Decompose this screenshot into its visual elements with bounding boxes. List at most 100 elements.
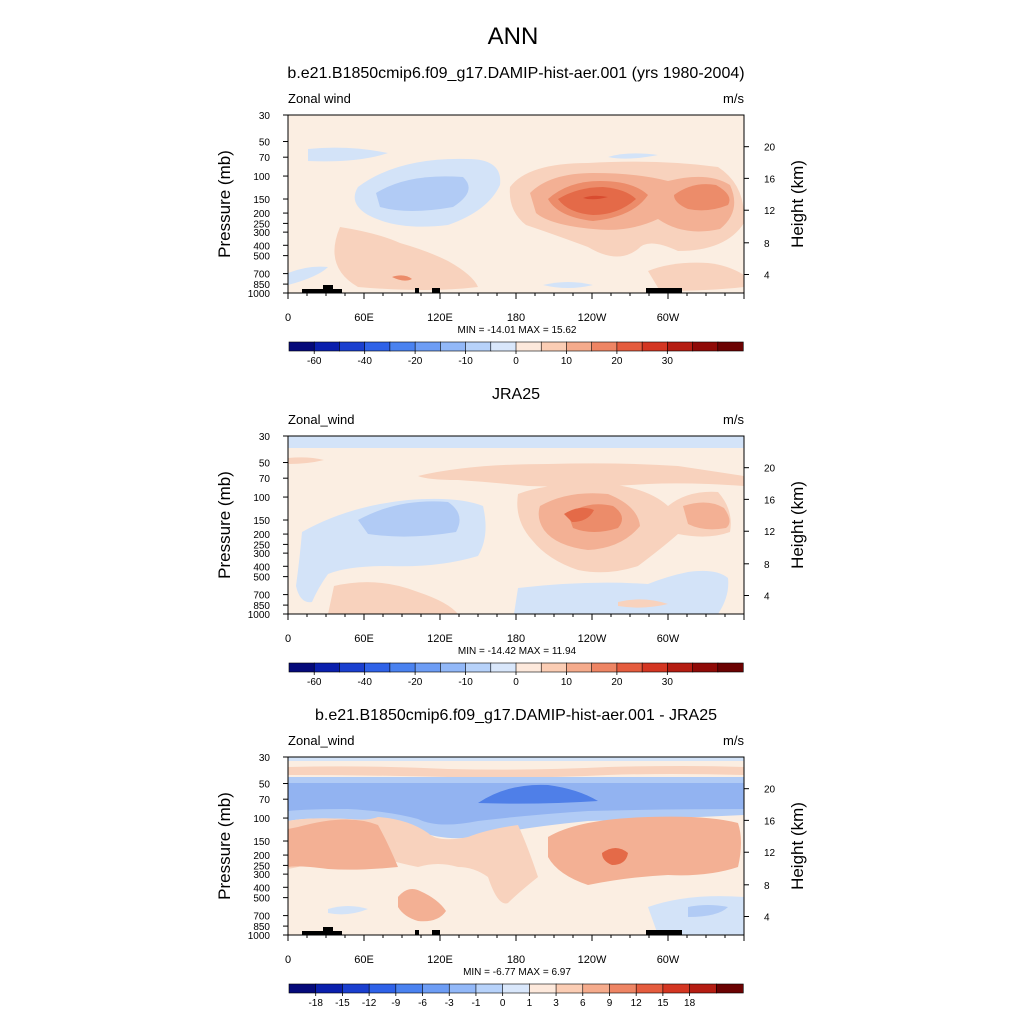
y-tick-label: 400 — [253, 241, 270, 252]
contour-region — [376, 176, 469, 211]
colorbar-label: 1 — [527, 998, 533, 1009]
colorbar-box — [339, 662, 366, 673]
right-axis-title: Height (km) — [788, 160, 807, 248]
contour-region — [608, 153, 658, 159]
colorbar-label: 18 — [684, 998, 696, 1009]
y-tick-label: 30 — [259, 432, 271, 443]
panel-units: m/s — [723, 412, 744, 427]
panel-title: JRA25 — [492, 386, 540, 403]
y-tick-label: 200 — [253, 530, 270, 541]
x-tick-label: 120E — [427, 633, 453, 645]
colorbar-box — [717, 662, 744, 673]
y-tick-label: 1000 — [248, 289, 271, 300]
colorbar-box — [692, 341, 719, 352]
colorbar-box — [490, 662, 517, 673]
contour-region — [564, 507, 594, 522]
x-tick-label: 180 — [507, 633, 525, 645]
colorbar-label: -60 — [307, 677, 322, 688]
contour-region — [288, 266, 328, 285]
height-tick-label: 12 — [764, 527, 776, 538]
x-tick-label: 0 — [285, 633, 291, 645]
contour-region — [302, 931, 342, 935]
colorbar-label: 9 — [607, 998, 613, 1009]
contour-region — [398, 889, 446, 922]
y-tick-label: 250 — [253, 861, 270, 872]
y-axis-title: Pressure (mb) — [215, 471, 234, 579]
y-tick-label: 400 — [253, 883, 270, 894]
colorbar-label: -20 — [408, 677, 423, 688]
colorbar-box — [422, 983, 450, 994]
colorbar-label: -1 — [471, 998, 480, 1009]
height-tick-label: 4 — [764, 591, 770, 602]
y-tick-label: 150 — [253, 837, 270, 848]
y-tick-label: 50 — [259, 780, 271, 791]
colorbar-label: -9 — [391, 998, 400, 1009]
colorbar-label: 20 — [611, 356, 623, 367]
y-tick-label: 150 — [253, 516, 270, 527]
colorbar-label: 0 — [513, 677, 519, 688]
x-tick-label: 60W — [657, 954, 680, 966]
contour-region — [328, 906, 368, 915]
colorbar-label: -3 — [445, 998, 454, 1009]
contour-region — [548, 816, 741, 885]
colorbar-box — [692, 662, 719, 673]
y-tick-label: 700 — [253, 912, 270, 923]
height-tick-label: 20 — [764, 785, 776, 796]
min-max-stats: MIN = -6.77 MAX = 6.97 — [463, 967, 571, 978]
y-tick-label: 400 — [253, 562, 270, 573]
x-tick-label: 120W — [578, 312, 607, 324]
y-tick-label: 300 — [253, 870, 270, 881]
contour-region — [323, 927, 333, 931]
panel-1: b.e21.B1850cmip6.f09_g17.DAMIP-hist-aer.… — [215, 65, 807, 367]
contour-region — [288, 457, 324, 464]
y-tick-label: 300 — [253, 228, 270, 239]
colorbar-box — [616, 662, 643, 673]
contour-region — [418, 463, 744, 487]
y-tick-label: 70 — [259, 795, 271, 806]
height-tick-label: 16 — [764, 174, 776, 185]
colorbar-box — [515, 662, 542, 673]
colorbar-box — [364, 341, 391, 352]
colorbar: -60 -40 -20 -10 0 10 20 30 — [288, 341, 744, 367]
colorbar-box — [667, 341, 694, 352]
contour-region — [646, 930, 682, 935]
contour-region — [334, 227, 478, 290]
height-tick-label: 16 — [764, 816, 776, 827]
colorbar-box — [389, 341, 416, 352]
colorbar-label: -10 — [458, 356, 473, 367]
colorbar-label: -6 — [418, 998, 427, 1009]
x-tick-label: 60E — [354, 954, 374, 966]
colorbar-label: -18 — [308, 998, 323, 1009]
colorbar-label: 15 — [657, 998, 669, 1009]
y-tick-label: 500 — [253, 573, 270, 584]
y-tick-label: 1000 — [248, 931, 271, 942]
x-tick-label: 60W — [657, 312, 680, 324]
colorbar: -18 -15 -12 -9 -6 -3 -1 0 1 3 6 9 12 15 18 — [288, 983, 744, 1009]
colorbar-label: 3 — [553, 998, 559, 1009]
x-tick-label: 60E — [354, 633, 374, 645]
contour-region — [648, 262, 744, 291]
y-tick-label: 200 — [253, 209, 270, 220]
colorbar-box — [364, 662, 391, 673]
contour-region — [688, 905, 728, 917]
contour-region — [558, 187, 636, 215]
right-axis-title: Height (km) — [788, 481, 807, 569]
colorbar-box — [465, 662, 492, 673]
colorbar-box — [342, 983, 370, 994]
y-tick-label: 70 — [259, 153, 271, 164]
colorbar-label: 10 — [561, 677, 573, 688]
colorbar-box — [641, 662, 668, 673]
colorbar-box — [515, 341, 542, 352]
right-axis-title: Height (km) — [788, 802, 807, 890]
panel-left-label: Zonal_wind — [288, 412, 355, 427]
height-tick-label: 4 — [764, 912, 770, 923]
colorbar-box — [414, 662, 441, 673]
colorbar-box — [288, 662, 315, 673]
colorbar-box — [540, 341, 568, 352]
contour-region — [514, 570, 729, 614]
panel-3: b.e21.B1850cmip6.f09_g17.DAMIP-hist-aer.… — [215, 707, 807, 1009]
colorbar-box — [339, 341, 366, 352]
panel-title: b.e21.B1850cmip6.f09_g17.DAMIP-hist-aer.… — [287, 65, 744, 82]
colorbar-box — [313, 662, 341, 673]
